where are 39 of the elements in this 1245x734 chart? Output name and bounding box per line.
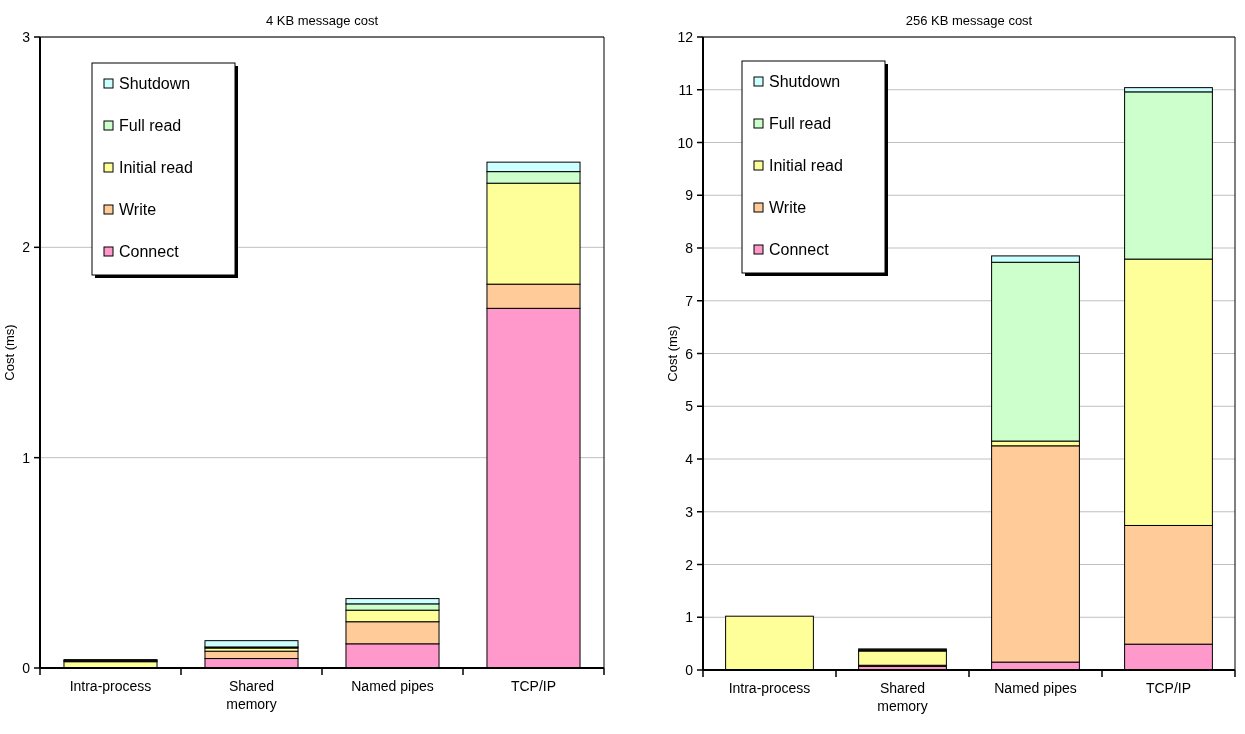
y-axis-title: Cost (ms) <box>2 324 17 381</box>
legend-label: Full read <box>769 115 832 132</box>
y-tick-label: 4 <box>685 451 694 467</box>
y-tick-label: 2 <box>22 239 31 256</box>
y-tick-label: 11 <box>678 81 694 98</box>
x-tick-label: Shared memory <box>226 678 277 712</box>
chart-title: 4 KB message cost <box>266 13 379 28</box>
legend-label: Write <box>119 201 157 218</box>
y-tick-label: 12 <box>677 29 694 45</box>
legend-label: Connect <box>769 241 830 258</box>
y-axis-title: Cost (ms) <box>665 325 680 382</box>
x-tick-label: Intra-process <box>728 680 811 696</box>
chart-title: 256 KB message cost <box>905 13 1033 28</box>
legend-label: Full read <box>119 117 182 134</box>
y-tick-label: 10 <box>677 134 694 151</box>
y-tick-label: 8 <box>685 240 694 256</box>
x-tick-label: Shared memory <box>877 680 928 714</box>
x-tick-label: TCP/IP <box>510 678 557 694</box>
y-tick-label: 9 <box>685 187 694 204</box>
y-tick-label: 3 <box>22 29 31 45</box>
y-tick-label: 0 <box>22 660 31 676</box>
x-tick-label: Intra-process <box>69 678 152 694</box>
y-tick-label: 3 <box>685 503 694 520</box>
y-tick-label: 6 <box>685 345 694 362</box>
y-tick-label: 1 <box>685 609 694 626</box>
y-tick-label: 1 <box>22 449 31 466</box>
legend-label: Write <box>769 199 807 216</box>
legend-label: Initial read <box>769 157 843 174</box>
y-tick-label: 7 <box>685 292 694 309</box>
x-tick-label: TCP/IP <box>1145 680 1192 696</box>
legend-label: Initial read <box>119 159 193 176</box>
y-tick-label: 0 <box>685 662 694 678</box>
legend-label: Connect <box>119 243 180 260</box>
legend-label: Shutdown <box>769 73 841 90</box>
y-tick-label: 2 <box>685 556 694 573</box>
x-tick-label: Named pipes <box>351 678 434 694</box>
x-tick-label: Named pipes <box>994 680 1077 696</box>
legend-label: Shutdown <box>119 75 191 92</box>
y-tick-label: 5 <box>685 398 694 415</box>
